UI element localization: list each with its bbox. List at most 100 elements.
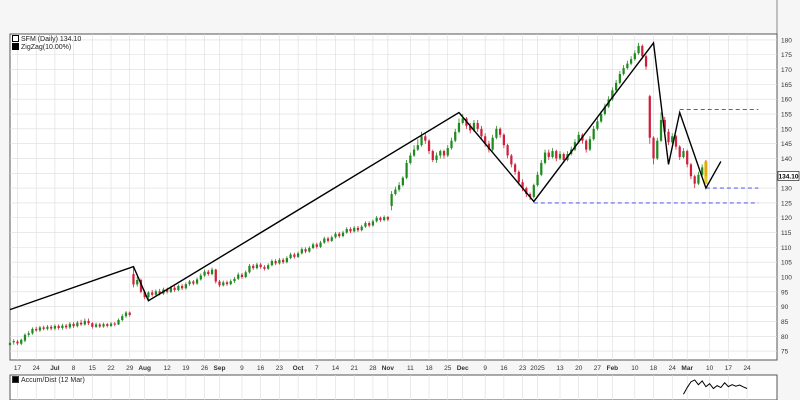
candle-body	[491, 137, 494, 150]
candle-body	[427, 140, 431, 152]
x-tick-label: 13	[556, 365, 564, 372]
y-tick-label: 150	[781, 126, 792, 133]
y-tick-label: 120	[781, 215, 792, 222]
candle-body	[35, 328, 38, 331]
candle-body	[27, 333, 30, 335]
candle-body	[686, 151, 689, 165]
y-tick-label: 80	[781, 334, 789, 341]
candle-body	[364, 223, 367, 227]
candle-body	[267, 265, 270, 269]
x-tick-label: 22	[107, 365, 115, 372]
x-tick-label: 20	[575, 365, 583, 372]
candle-body	[237, 274, 240, 279]
candle-body	[207, 271, 210, 275]
x-tick-label: Feb	[607, 365, 619, 372]
candle-body	[229, 281, 232, 285]
candle-body	[397, 185, 401, 190]
candle-body	[147, 292, 150, 298]
x-tick-label: 11	[407, 365, 414, 372]
candle-body	[555, 151, 558, 159]
candle-body	[588, 139, 592, 150]
candle-body	[195, 279, 199, 284]
candle-body	[274, 261, 277, 264]
candle-body	[420, 136, 423, 146]
candle-body	[368, 223, 371, 226]
candle-body	[334, 233, 337, 238]
x-tick-label: Oct	[293, 365, 305, 372]
candle-body	[8, 342, 12, 346]
candle-body	[663, 119, 666, 132]
candle-body	[68, 323, 71, 328]
candle-body	[214, 269, 217, 282]
candle-body	[263, 266, 266, 269]
x-tick-label: 17	[725, 365, 733, 372]
y-tick-label: 155	[781, 112, 792, 119]
candle-body	[551, 151, 554, 157]
candle-body	[701, 167, 704, 175]
candle-body	[386, 217, 390, 220]
candle-body	[558, 154, 562, 159]
candle-body	[349, 229, 352, 232]
candle-body	[177, 285, 180, 291]
x-tick-label: 9	[483, 365, 487, 372]
x-tick-label: 18	[650, 365, 658, 372]
candle-body	[536, 174, 539, 186]
candle-body	[611, 90, 614, 100]
x-tick-label: 10	[706, 365, 714, 372]
x-tick-label: 24	[33, 365, 41, 372]
candle-body	[525, 188, 528, 195]
candle-body	[379, 217, 382, 221]
zigzag-legend-swatch	[12, 43, 19, 50]
x-tick-label: Jul	[50, 365, 60, 372]
candle-body	[405, 162, 408, 178]
candle-body	[248, 265, 251, 273]
candle-body	[240, 274, 244, 278]
candle-body	[371, 221, 375, 226]
x-tick-label: Aug	[138, 365, 151, 372]
x-tick-label: 16	[500, 365, 508, 372]
candle-body	[188, 281, 191, 285]
candle-body	[278, 259, 281, 264]
candle-body	[180, 285, 184, 289]
candle-body	[16, 341, 19, 344]
candle-body	[562, 154, 565, 160]
candle-body	[304, 249, 307, 252]
candle-body	[132, 274, 135, 285]
candle-body	[375, 217, 378, 222]
y-tick-label: 115	[781, 230, 792, 237]
price-legend-swatch	[12, 35, 19, 42]
candle-body	[282, 259, 285, 263]
candle-body	[319, 242, 322, 247]
candle-body	[356, 227, 360, 231]
x-tick-label: 26	[201, 365, 209, 372]
candle-body	[633, 53, 636, 60]
candle-body	[308, 247, 311, 252]
candle-body	[233, 278, 236, 282]
plot-area	[9, 33, 778, 361]
candle-body	[72, 323, 75, 327]
x-tick-label: 7	[315, 365, 319, 372]
candle-body	[345, 229, 348, 233]
candle-body	[383, 217, 386, 221]
candle-body	[412, 149, 416, 156]
candle-body	[57, 325, 60, 328]
candle-body	[641, 45, 644, 57]
candle-body	[143, 291, 146, 298]
price-legend: SFM (Daily) 134.10	[12, 35, 81, 43]
x-tick-label: 14	[332, 365, 340, 372]
candle-body	[102, 324, 105, 327]
candle-body	[502, 134, 505, 146]
candle-body	[637, 45, 640, 54]
y-tick-label: 180	[781, 37, 792, 44]
y-tick-label: 165	[781, 82, 792, 89]
candle-body	[139, 279, 143, 292]
candle-body	[689, 164, 693, 177]
candle-body	[151, 292, 154, 295]
candle-body	[495, 128, 498, 138]
candle-body	[543, 152, 547, 163]
candle-body	[154, 291, 158, 295]
candle-body	[117, 319, 120, 325]
y-tick-label: 75	[781, 349, 789, 356]
candle-body	[469, 125, 472, 131]
